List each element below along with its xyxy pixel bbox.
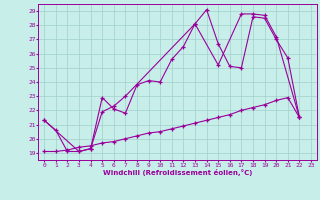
X-axis label: Windchill (Refroidissement éolien,°C): Windchill (Refroidissement éolien,°C) bbox=[103, 169, 252, 176]
